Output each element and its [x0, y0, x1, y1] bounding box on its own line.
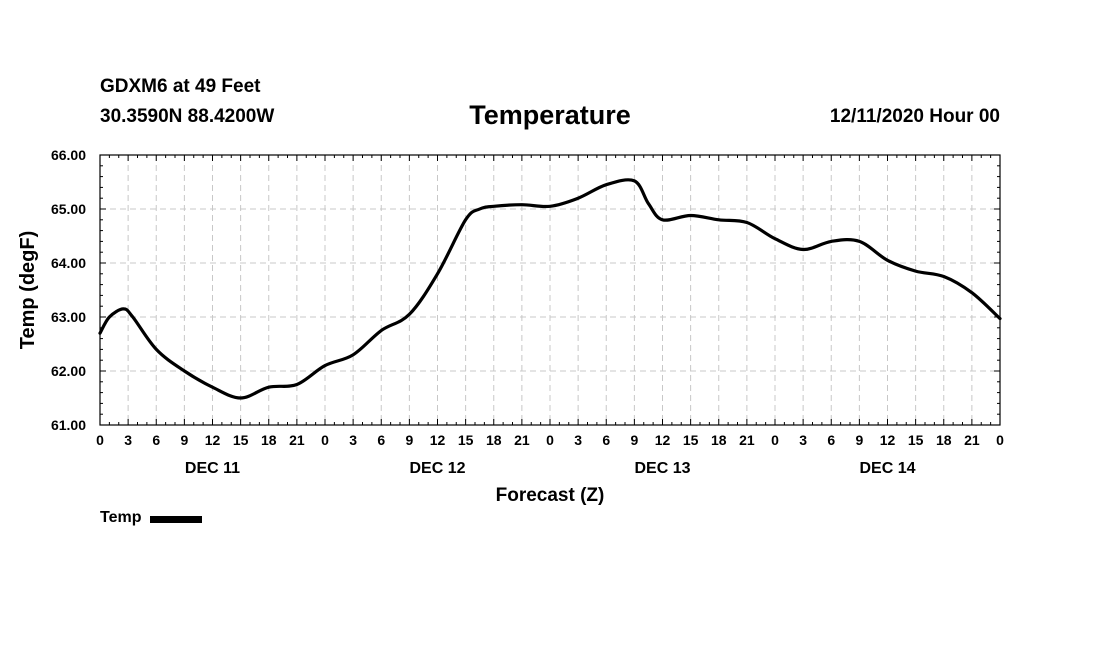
x-tick-label: 18: [261, 432, 277, 448]
x-tick-label: 0: [321, 432, 329, 448]
legend-line-swatch: [150, 516, 203, 523]
x-tick-label: 9: [180, 432, 188, 448]
x-tick-label: 15: [458, 432, 474, 448]
x-tick-label: 6: [827, 432, 835, 448]
series-line-temp: [98, 178, 1002, 400]
day-label: DEC 12: [409, 460, 465, 477]
x-tick-label: 18: [711, 432, 727, 448]
x-tick-label: 6: [152, 432, 160, 448]
x-tick-label: 0: [96, 432, 104, 448]
x-tick-label: 6: [377, 432, 385, 448]
x-tick-label: 9: [855, 432, 863, 448]
x-tick-label: 0: [996, 432, 1004, 448]
legend-label: Temp: [100, 509, 142, 526]
x-tick-label: 12: [205, 432, 221, 448]
x-tick-label: 21: [739, 432, 755, 448]
x-tick-label: 0: [771, 432, 779, 448]
x-tick-label: 6: [602, 432, 610, 448]
x-tick-label: 15: [908, 432, 924, 448]
day-label: DEC 14: [859, 460, 915, 477]
y-tick-label: 62.00: [51, 363, 86, 379]
y-tick-label: 65.00: [51, 201, 86, 217]
x-tick-label: 3: [124, 432, 132, 448]
x-tick-label: 21: [514, 432, 530, 448]
x-tick-label: 15: [683, 432, 699, 448]
forecast-datetime: 12/11/2020 Hour 00: [829, 106, 1000, 127]
axis-tick-labels: 0 3 6 9 12 15 18 21 0 3 6 9 12 15 18 21 0 3 6 9 12 15 18 21 0 3 6 9…: [51, 147, 1004, 477]
x-tick-label: 9: [405, 432, 413, 448]
axis-ticks: [99, 154, 1001, 426]
y-tick-label: 63.00: [51, 309, 86, 325]
x-tick-label: 12: [880, 432, 896, 448]
x-tick-label: 18: [486, 432, 502, 448]
y-tick-label: 61.00: [51, 417, 86, 433]
x-tick-label: 18: [936, 432, 952, 448]
chart-title: Temperature: [469, 100, 631, 130]
x-axis-title: Forecast (Z): [496, 485, 605, 506]
x-tick-label: 21: [964, 432, 980, 448]
x-tick-label: 12: [430, 432, 446, 448]
y-tick-label: 64.00: [51, 255, 86, 271]
x-tick-label: 3: [349, 432, 357, 448]
day-label: DEC 11: [185, 460, 240, 477]
station-coordinates: 30.3590N 88.4200W: [100, 106, 275, 127]
x-tick-label: 0: [546, 432, 554, 448]
grid-lines: [100, 155, 1000, 425]
x-tick-label: 12: [655, 432, 671, 448]
day-label: DEC 13: [634, 460, 690, 477]
y-tick-label: 66.00: [51, 147, 86, 163]
x-tick-label: 9: [630, 432, 638, 448]
station-name: GDXM6 at 49 Feet: [100, 76, 261, 97]
x-tick-label: 15: [233, 432, 249, 448]
x-tick-label: 3: [799, 432, 807, 448]
y-axis-title: Temp (degF): [17, 231, 39, 350]
series-layer: [98, 178, 1002, 400]
x-tick-label: 21: [289, 432, 305, 448]
legend: Temp: [100, 509, 203, 527]
x-tick-label: 3: [574, 432, 582, 448]
